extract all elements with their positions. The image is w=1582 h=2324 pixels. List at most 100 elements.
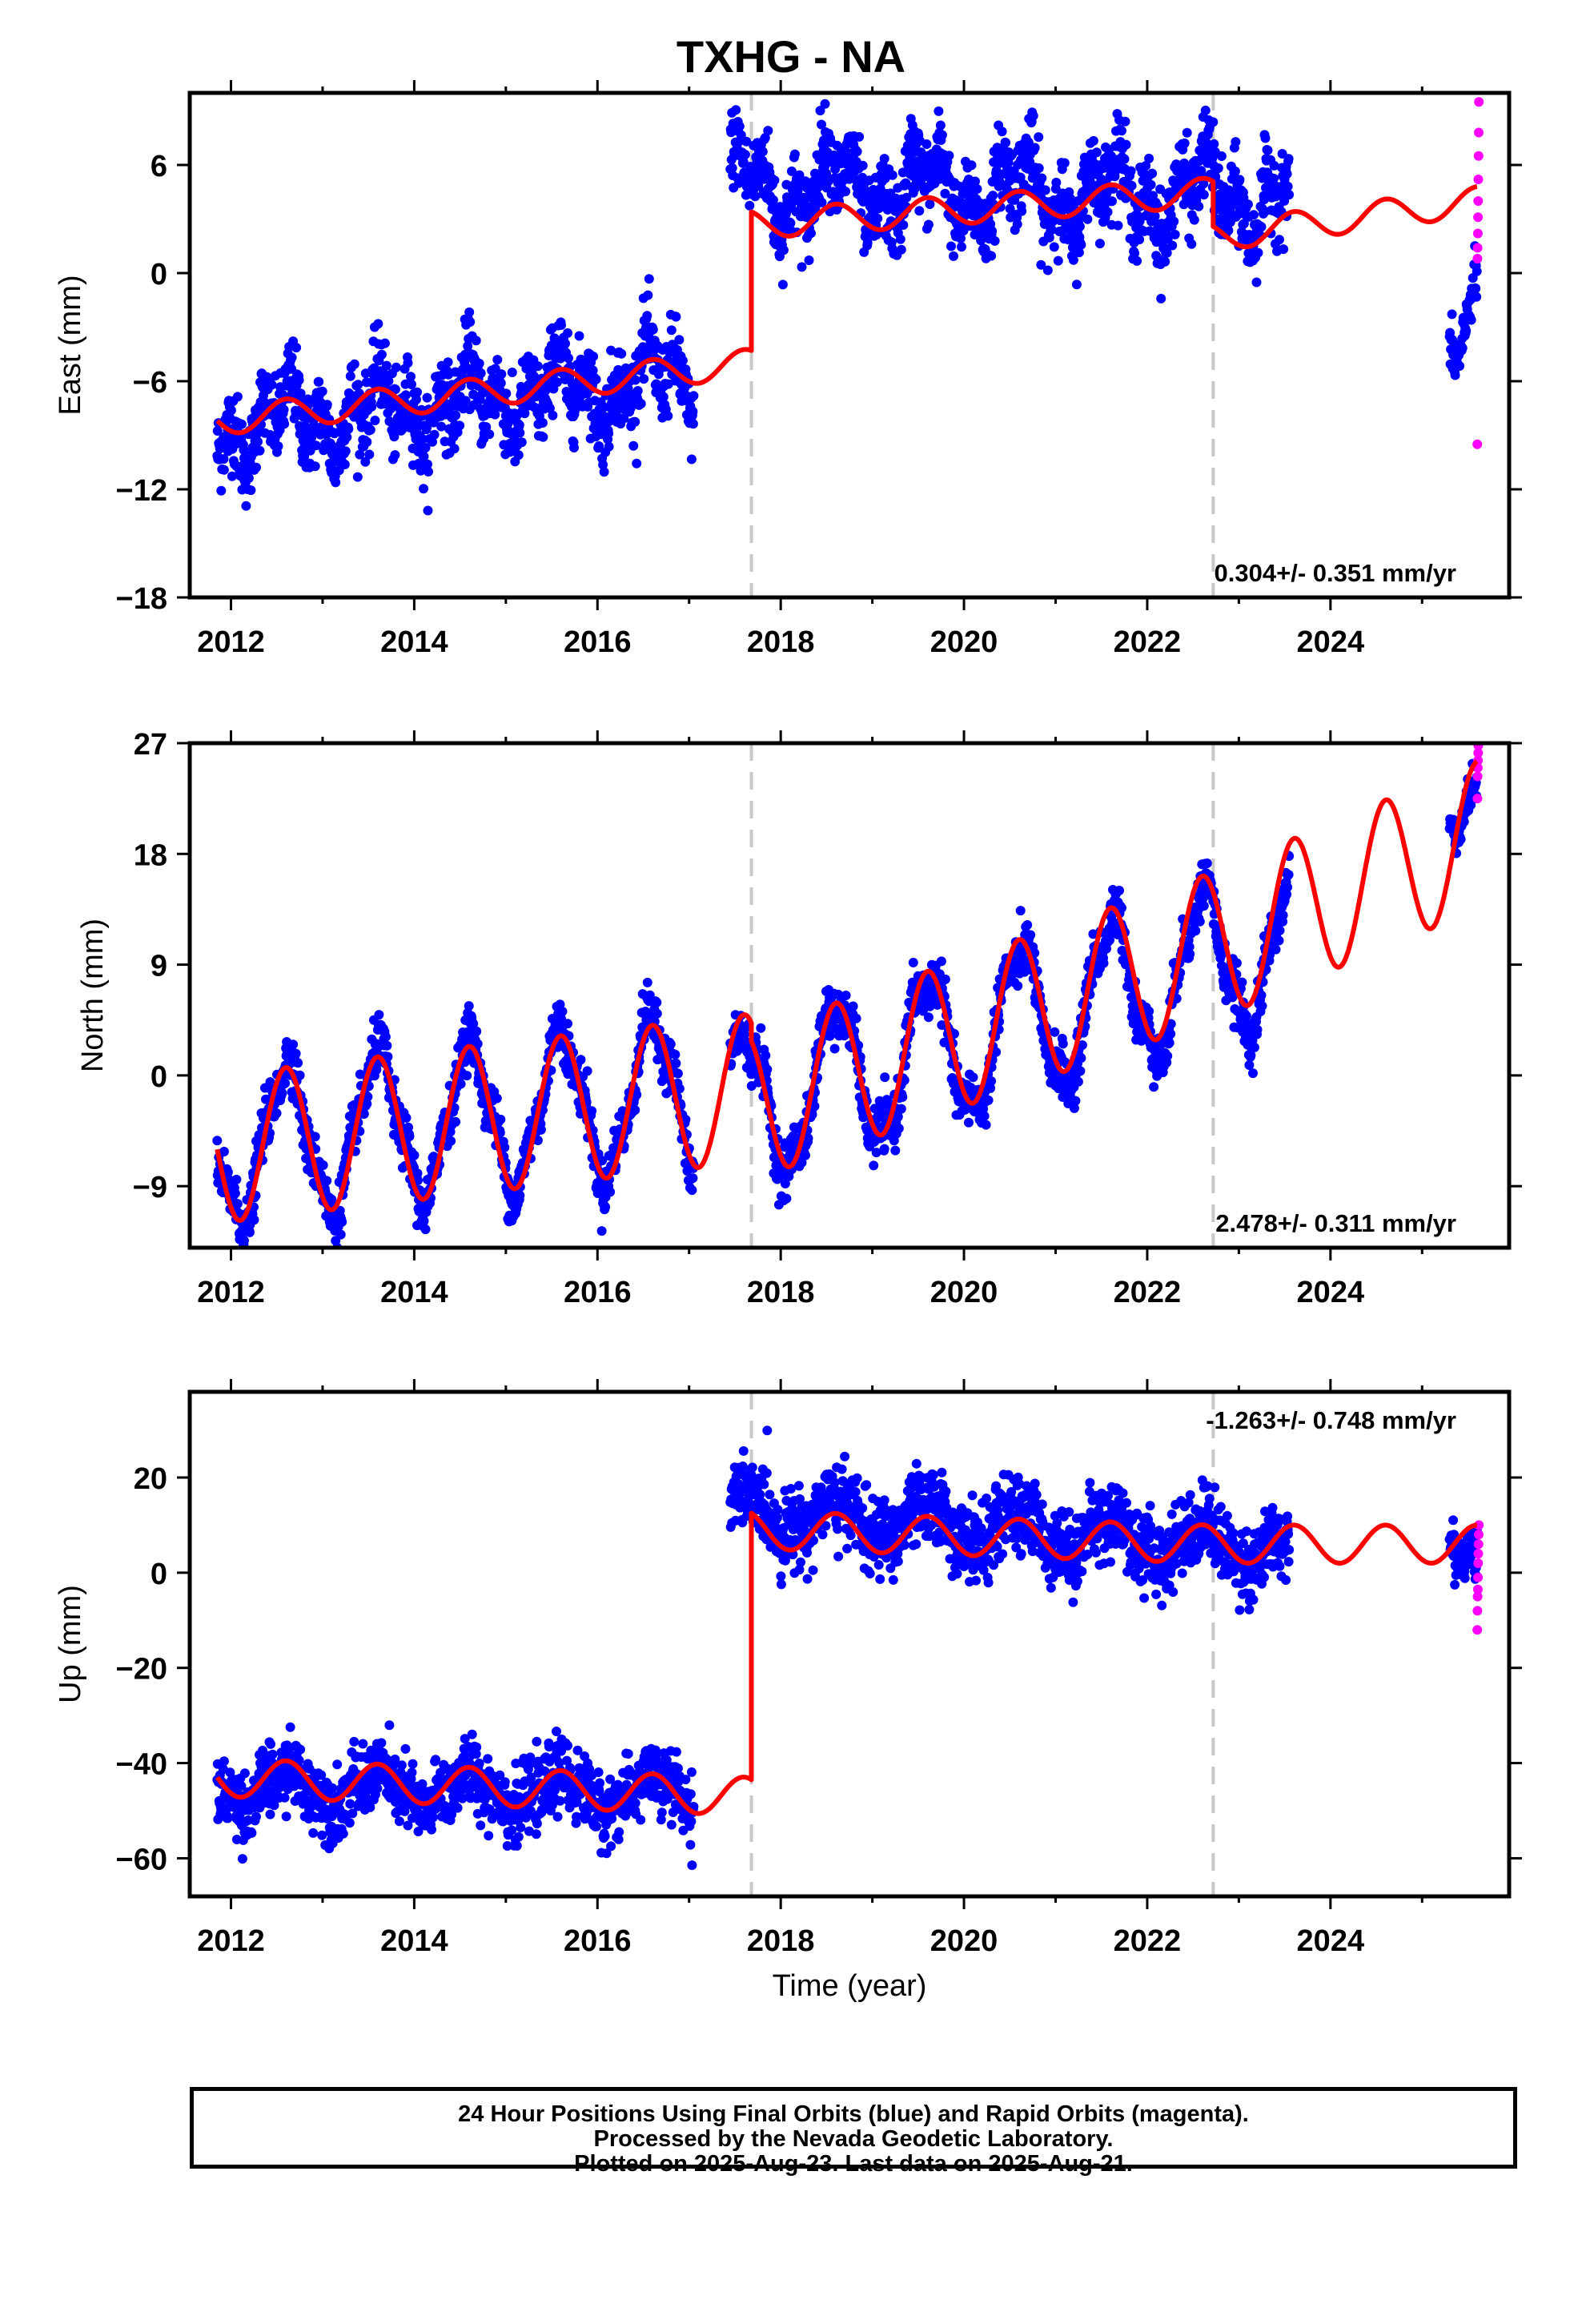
final-orbit-point <box>379 338 390 348</box>
final-orbit-point <box>734 121 745 131</box>
final-orbit-point <box>636 399 646 409</box>
final-orbit-point <box>1082 214 1093 224</box>
final-orbit-point <box>1179 158 1190 168</box>
y-tick-label: −12 <box>116 474 167 508</box>
final-orbit-point <box>688 419 698 429</box>
final-orbit-point <box>1034 163 1044 173</box>
final-orbit-point <box>1144 1006 1154 1016</box>
final-orbit-point <box>1447 309 1457 320</box>
final-orbit-point <box>310 461 320 472</box>
final-orbit-point <box>420 1224 431 1235</box>
final-orbit-point <box>1044 232 1054 243</box>
final-orbit-point <box>241 501 251 511</box>
final-orbit-point <box>806 228 816 239</box>
final-orbit-point <box>829 1043 840 1054</box>
final-orbit-point <box>381 360 391 371</box>
final-orbit-point <box>1102 207 1113 217</box>
final-orbit-point <box>1042 265 1053 275</box>
final-orbit-point <box>1259 195 1269 205</box>
final-orbit-point <box>277 1088 287 1099</box>
final-orbit-point <box>934 106 944 116</box>
final-orbit-point <box>446 1136 456 1146</box>
final-orbit-point <box>1040 185 1050 195</box>
final-orbit-point <box>429 429 440 440</box>
final-orbit-point <box>513 450 524 460</box>
final-orbit-point <box>1249 210 1259 220</box>
rapid-orbit-point <box>1474 127 1484 138</box>
rapid-orbit-point <box>1474 97 1484 107</box>
final-orbit-point <box>671 312 681 322</box>
final-orbit-point <box>841 187 851 197</box>
final-orbit-point <box>367 401 377 412</box>
final-orbit-point <box>817 197 827 207</box>
final-orbit-point <box>219 454 229 464</box>
final-orbit-point <box>1149 1082 1159 1092</box>
y-tick-label: 6 <box>151 150 167 183</box>
final-orbit-point <box>219 464 229 475</box>
final-orbit-point <box>761 1051 771 1060</box>
final-orbit-point <box>403 358 413 368</box>
final-orbit-point <box>777 279 788 290</box>
final-orbit-point <box>343 424 354 434</box>
final-orbit-point <box>632 458 642 468</box>
final-orbit-point <box>232 392 243 402</box>
final-orbit-point <box>251 462 261 472</box>
final-orbit-point <box>1146 179 1156 190</box>
final-orbit-point <box>1223 225 1234 235</box>
final-orbit-point <box>642 311 652 321</box>
final-orbit-point <box>339 460 350 469</box>
final-orbit-point <box>390 450 400 460</box>
final-orbit-point <box>1251 277 1262 287</box>
final-orbit-point <box>476 368 486 378</box>
final-orbit-point <box>741 136 752 147</box>
plot-area <box>212 93 1484 597</box>
final-orbit-point <box>686 454 697 464</box>
final-orbit-point <box>569 443 579 452</box>
final-orbit-point <box>1263 145 1273 155</box>
final-orbit-point <box>1053 255 1063 266</box>
final-orbit-point <box>514 420 524 430</box>
final-orbit-point <box>401 390 411 400</box>
final-orbit-point <box>310 1132 320 1142</box>
final-orbit-point <box>778 245 789 255</box>
final-orbit-point <box>988 191 998 201</box>
rapid-orbit-point <box>1472 254 1483 263</box>
final-orbit-point <box>628 440 639 451</box>
final-orbit-point <box>1050 1027 1060 1037</box>
final-orbit-points <box>212 99 1482 516</box>
final-orbit-point <box>322 400 332 410</box>
final-orbit-point <box>1167 240 1178 251</box>
final-orbit-point <box>658 392 669 402</box>
final-orbit-point <box>492 1093 502 1104</box>
final-orbit-point <box>391 362 401 372</box>
final-orbit-point <box>236 419 247 429</box>
final-orbit-point <box>299 452 310 462</box>
final-orbit-point <box>1022 920 1033 930</box>
panel-frame <box>187 90 1512 600</box>
rapid-orbit-point <box>1473 175 1484 184</box>
final-orbit-point <box>1107 196 1117 207</box>
final-orbit-point <box>587 1106 597 1116</box>
final-orbit-point <box>923 219 934 230</box>
final-orbit-point <box>990 235 1000 246</box>
final-orbit-point <box>588 352 599 362</box>
final-orbit-point <box>966 160 977 171</box>
final-orbit-point <box>1230 166 1240 176</box>
final-orbit-point <box>472 1026 482 1036</box>
final-orbit-point <box>423 459 432 469</box>
final-orbit-point <box>576 1055 586 1065</box>
final-orbit-point <box>560 339 570 348</box>
final-orbit-point <box>574 331 584 341</box>
final-orbit-point <box>216 485 227 496</box>
rapid-orbit-point <box>1472 228 1483 239</box>
final-orbit-point <box>688 1173 698 1184</box>
final-orbit-point <box>1260 133 1271 143</box>
final-orbit-point <box>1001 138 1011 148</box>
final-orbit-point <box>409 1150 420 1160</box>
final-orbit-point <box>731 105 741 115</box>
final-orbit-point <box>1156 293 1166 304</box>
x-tick-label: 2024 <box>1297 625 1365 659</box>
final-orbit-point <box>1028 111 1038 121</box>
final-orbit-point <box>727 163 737 173</box>
final-orbit-point <box>869 1160 879 1171</box>
